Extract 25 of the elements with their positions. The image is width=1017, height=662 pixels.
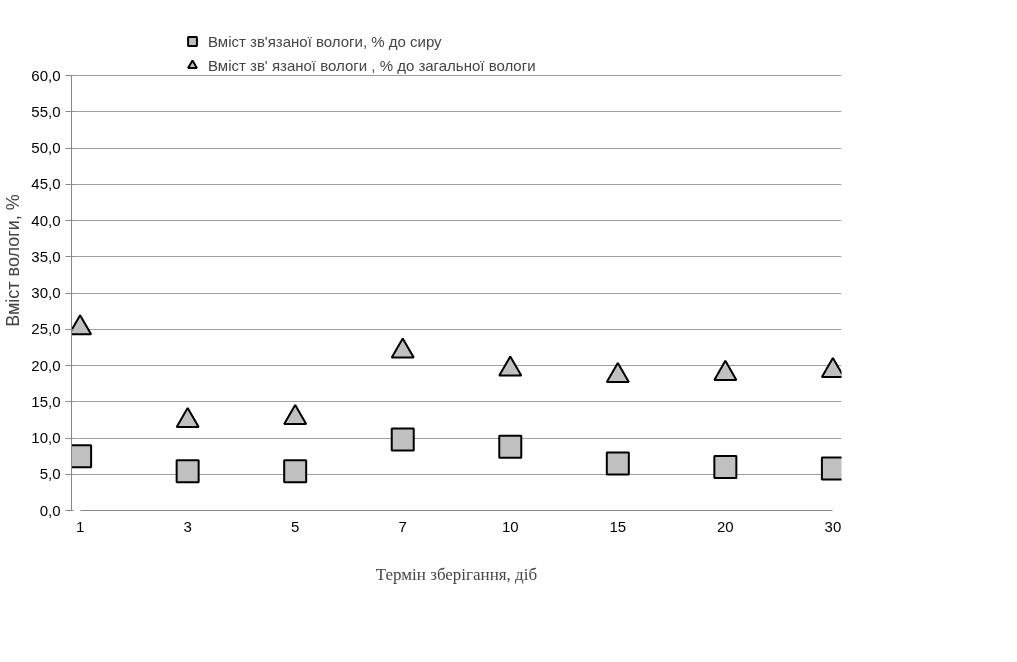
legend-label: Вміст зв'язаної вологи, % до сиру [208,32,442,50]
x-tick-label: 5 [291,517,300,535]
y-axis-title: Вміст вологи, % [3,194,24,327]
y-tick-label: 15,0 [31,392,61,410]
y-tick-label: 45,0 [31,175,61,193]
y-tick-label: 40,0 [31,211,61,229]
x-tick-label: 30 [824,517,842,535]
y-tick-label: 0,0 [39,501,61,519]
y-tick-label: 25,0 [31,320,61,338]
y-tick-label: 10,0 [31,429,61,447]
x-tick-label: 15 [609,517,627,535]
y-tick-label: 50,0 [31,139,61,157]
x-tick-label: 10 [501,517,519,535]
x-tick-label: 7 [398,517,407,535]
y-tick-label: 60,0 [31,66,61,84]
y-tick-label: 35,0 [31,247,61,265]
y-tick-label: 30,0 [31,284,61,302]
y-tick-label: 55,0 [31,102,61,120]
y-tick-label: 20,0 [31,356,61,374]
x-axis-title: Термін зберігання, діб [375,564,538,584]
legend-label: Вміст зв' язаної вологи , % до загальної вологи [208,56,536,74]
y-tick-label: 5,0 [39,465,61,483]
x-tick-label: 1 [75,517,85,535]
x-tick-label: 3 [183,517,192,535]
x-tick-label: 20 [717,517,734,535]
